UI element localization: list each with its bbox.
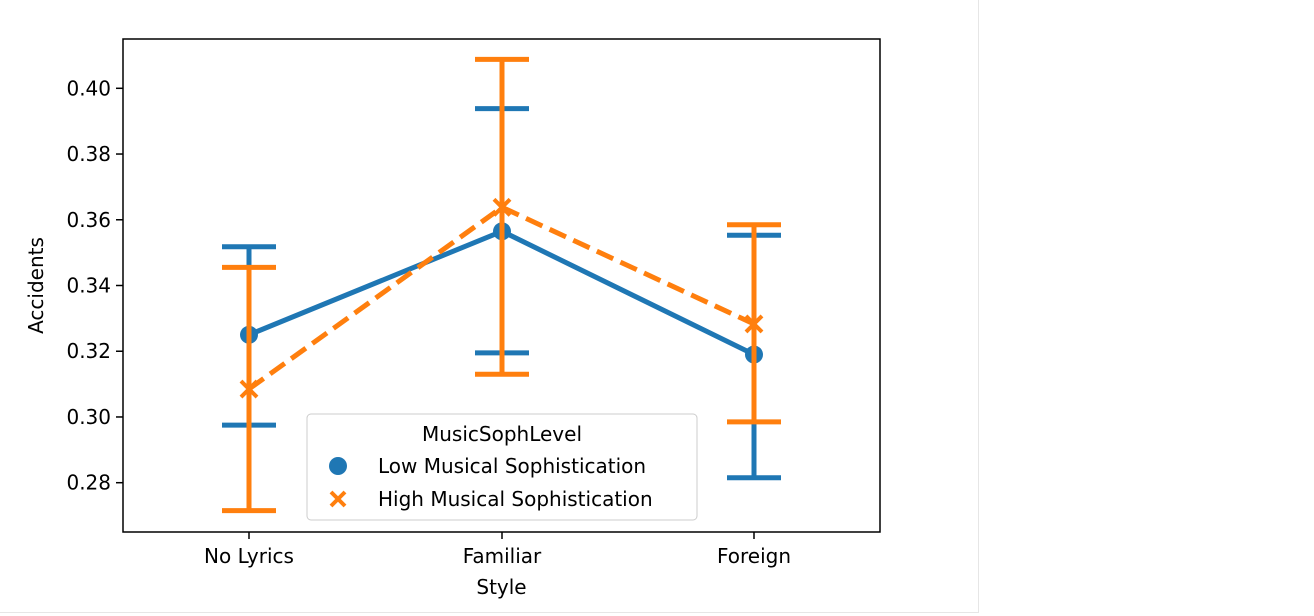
y-tick-label: 0.32 <box>66 339 111 363</box>
y-axis-label: Accidents <box>24 237 48 334</box>
legend-title: MusicSophLevel <box>422 422 582 446</box>
y-tick-label: 0.40 <box>66 76 111 100</box>
y-axis: 0.28 0.30 0.32 0.34 0.36 0.38 0.40 <box>66 76 123 495</box>
x-axis: No Lyrics Familiar Foreign <box>204 532 791 568</box>
data-point <box>744 314 764 334</box>
point-plot: 0.28 0.30 0.32 0.34 0.36 0.38 0.40 No Lyrics Fa… <box>24 38 881 599</box>
y-tick-label: 0.34 <box>66 274 111 298</box>
y-tick-label: 0.36 <box>66 208 111 232</box>
series-line <box>247 204 756 392</box>
y-tick-label: 0.30 <box>66 405 111 429</box>
x-tick-label: Foreign <box>717 544 791 568</box>
legend-entries: Low Musical Sophistication High Musical S… <box>329 454 653 511</box>
x-tick-label: No Lyrics <box>204 544 294 568</box>
y-tick-label: 0.38 <box>66 142 111 166</box>
x-tick-label: Familiar <box>463 544 542 568</box>
plot-layer <box>222 56 781 514</box>
y-tick-label: 0.28 <box>66 471 111 495</box>
series-high <box>222 56 781 514</box>
x-axis-label: Style <box>476 575 526 599</box>
data-point <box>239 379 259 399</box>
legend-label: High Musical Sophistication <box>378 487 653 511</box>
legend-label: Low Musical Sophistication <box>378 454 646 478</box>
legend: MusicSophLevel Low Musical Sophisticatio… <box>306 413 698 521</box>
legend-marker-x <box>329 490 347 508</box>
legend-marker-circle <box>329 457 347 475</box>
legend-box <box>306 413 698 521</box>
data-point <box>492 197 512 217</box>
figure-card: 0.28 0.30 0.32 0.34 0.36 0.38 0.40 No Lyrics Fa… <box>0 0 979 613</box>
